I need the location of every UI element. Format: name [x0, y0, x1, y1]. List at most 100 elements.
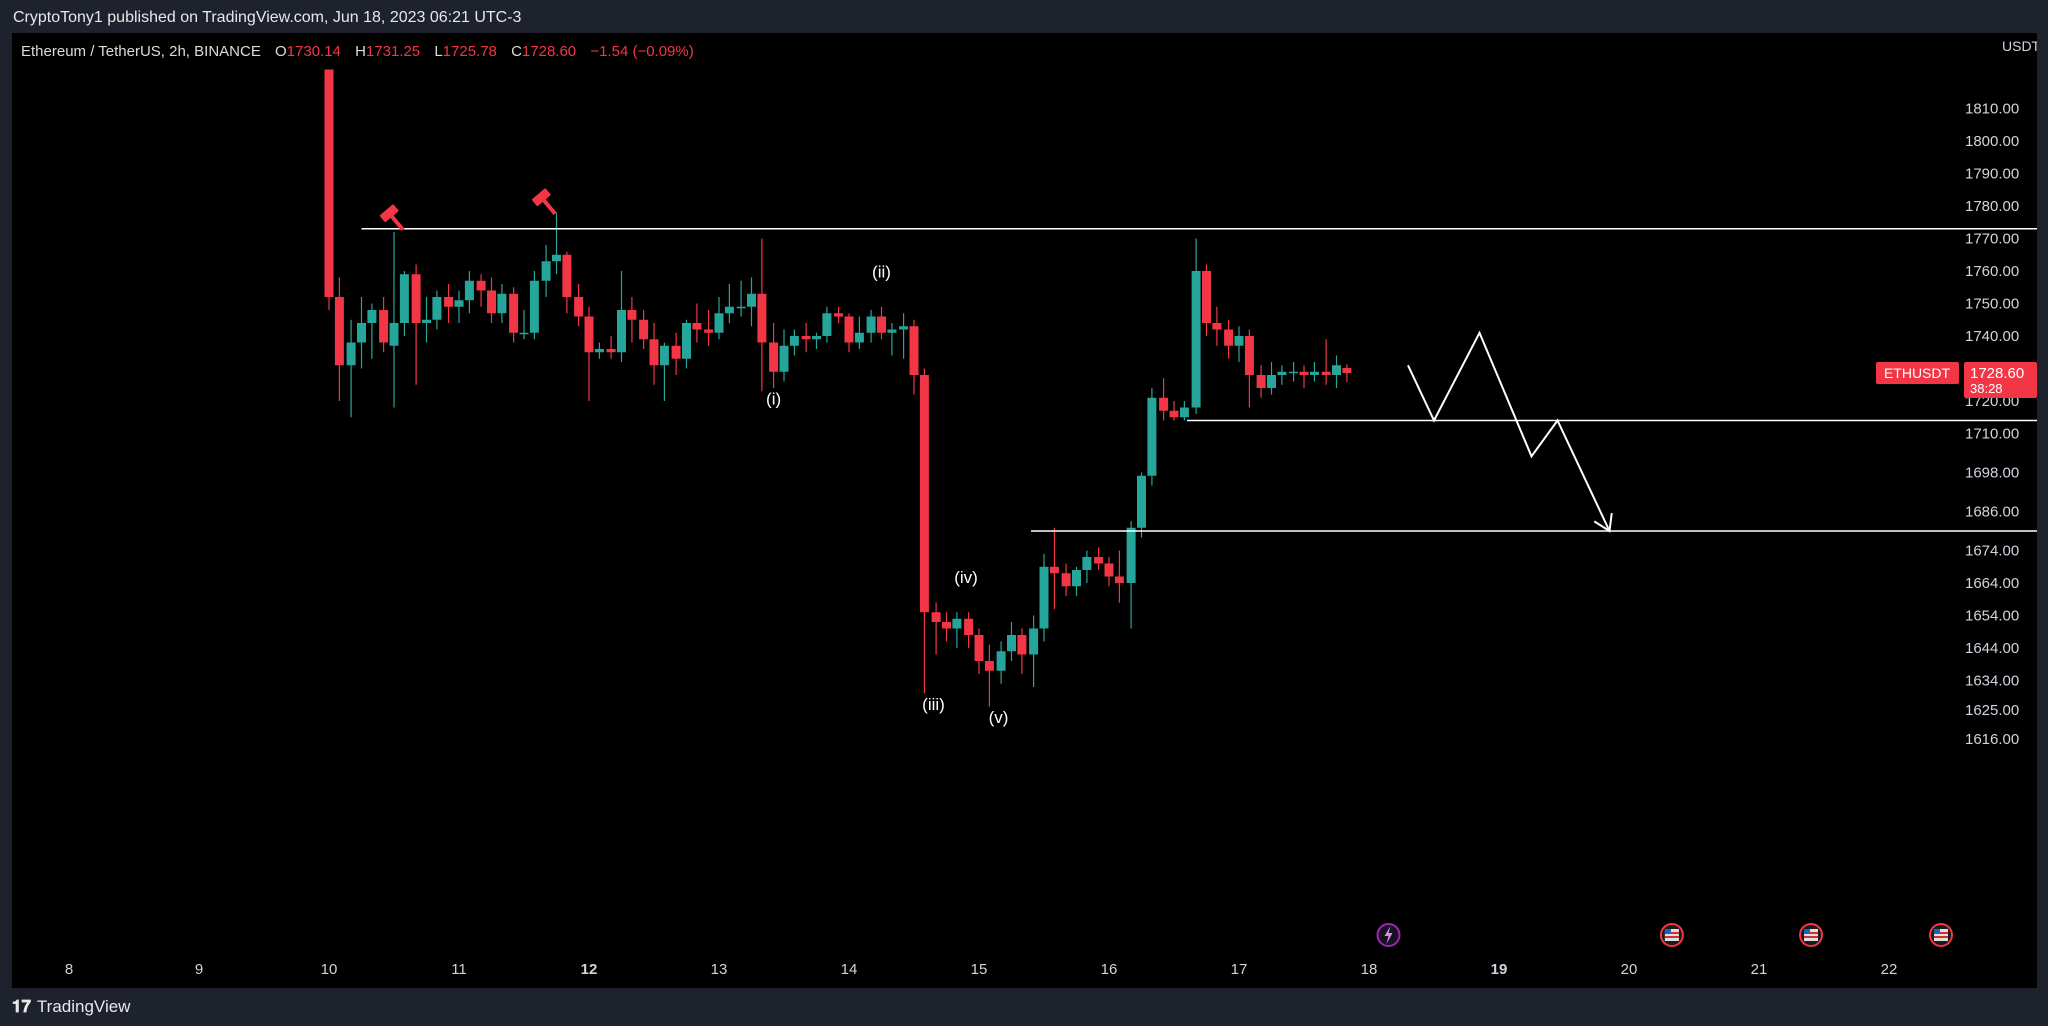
candle-body	[367, 310, 377, 323]
candle-body	[606, 349, 616, 353]
candle-body	[909, 326, 919, 375]
candle-body	[1234, 336, 1244, 346]
candle-body	[1104, 563, 1114, 577]
candle-body	[1049, 566, 1059, 574]
candle-body	[757, 293, 767, 343]
price-badge-countdown: 38:28	[1970, 381, 2003, 396]
candle-body	[899, 326, 909, 330]
tradingview-logo[interactable]: 𝟏𝟕 TradingView	[12, 997, 130, 1017]
x-tick-label: 17	[1231, 961, 1248, 978]
symbol-title: Ethereum / TetherUS, 2h, BINANCE	[21, 43, 261, 60]
candle-body	[789, 336, 799, 346]
candlestick-chart[interactable]: USDT 1810.00 1800.00 1790.00 1780.00 1770.00 1…	[12, 33, 2037, 988]
candle-body	[1017, 635, 1027, 655]
candle-body	[779, 345, 789, 372]
candle-body	[801, 336, 811, 340]
currency-label: USDT	[2002, 38, 2037, 54]
wave-label: (v)	[989, 708, 1009, 727]
candle-body	[931, 612, 941, 622]
x-tick-label: 22	[1881, 961, 1898, 978]
hammer-icon[interactable]	[379, 204, 410, 235]
candle-body	[1061, 573, 1071, 587]
candle-body	[1332, 365, 1341, 375]
candle-body	[736, 306, 746, 309]
close-value: 1728.60	[521, 43, 577, 60]
candle-body	[1267, 375, 1276, 388]
price-badge	[1964, 362, 2037, 399]
wave-label: (ii)	[872, 263, 891, 282]
candle-body	[1007, 635, 1016, 652]
y-tick-label: 1790.00	[1965, 166, 2019, 183]
candle-body	[627, 310, 637, 320]
us-flag-event-icon[interactable]	[1799, 923, 1823, 947]
y-tick-label: 1750.00	[1965, 296, 2019, 313]
candle-body	[714, 313, 724, 333]
candle-body	[519, 332, 529, 335]
candle-body	[877, 316, 886, 333]
y-tick-label: 1800.00	[1965, 133, 2019, 150]
x-tick-label: 15	[971, 961, 988, 978]
candle-body	[1309, 371, 1319, 375]
candle-body	[769, 342, 779, 372]
candle-body	[996, 651, 1006, 671]
candle-body	[1342, 368, 1352, 374]
candle-body	[541, 261, 551, 281]
candle-body	[509, 293, 519, 333]
publish-header: CryptoTony1 published on TradingView.com…	[0, 0, 2048, 33]
candle-body	[1224, 329, 1234, 346]
ticker-badge	[1876, 362, 1959, 385]
candle-body	[334, 297, 344, 366]
price-badge-value: 1728.60	[1970, 365, 2024, 382]
x-tick-label: 8	[65, 961, 73, 978]
candle-body	[454, 300, 464, 307]
ohlc-legend: Ethereum / TetherUS, 2h, BINANCE O1730.1…	[21, 43, 704, 60]
candle-body	[552, 254, 561, 262]
candle-body	[942, 622, 951, 629]
candle-body	[1029, 628, 1039, 655]
high-value: 1731.25	[365, 43, 421, 60]
x-tick-label: 14	[841, 961, 858, 978]
y-tick-label: 1634.00	[1965, 673, 2019, 690]
hammer-icon[interactable]	[531, 188, 562, 219]
projection-arrowhead	[1593, 513, 1613, 533]
candle-body	[617, 310, 626, 353]
chart-panel[interactable]: USDT 1810.00 1800.00 1790.00 1780.00 1770.00 1…	[12, 33, 2037, 988]
candle-body	[964, 618, 974, 635]
candle-body	[1094, 557, 1104, 564]
candle-body	[1299, 371, 1309, 375]
candle-body	[422, 319, 431, 323]
y-tick-label: 1644.00	[1965, 640, 2019, 657]
candle-body	[692, 323, 702, 330]
candle-body	[1082, 557, 1092, 570]
candle-body	[919, 375, 929, 613]
candle-body	[724, 306, 734, 314]
projection-path	[1407, 330, 1611, 532]
us-flag-event-icon[interactable]	[1659, 923, 1684, 947]
lightning-event-icon[interactable]	[1376, 923, 1401, 947]
candle-body	[487, 290, 496, 314]
wave-label: (iv)	[954, 568, 978, 587]
candle-body	[1289, 371, 1299, 374]
candle-body	[844, 316, 854, 343]
candle-body	[594, 349, 604, 353]
candle-body	[1072, 570, 1081, 587]
candle-body	[984, 661, 994, 671]
candle-body	[411, 274, 421, 323]
candle-body	[834, 313, 844, 317]
y-tick-label: 1616.00	[1965, 731, 2019, 748]
wave-label: (iii)	[922, 695, 945, 714]
x-tick-label: 10	[321, 961, 338, 978]
candle-body	[1137, 475, 1146, 528]
candle-body	[866, 316, 876, 333]
us-flag-event-icon[interactable]	[1929, 923, 1953, 947]
open-value: 1730.14	[286, 43, 341, 60]
x-tick-label: 11	[451, 961, 467, 978]
candle-body	[1179, 407, 1189, 418]
x-tick-label: 20	[1621, 961, 1638, 978]
y-tick-label: 1710.00	[1965, 426, 2019, 443]
low-value: 1725.78	[442, 43, 497, 60]
candle-body	[822, 313, 832, 336]
candle-body	[1114, 576, 1124, 583]
candle-body	[1039, 566, 1049, 629]
candle-body	[671, 345, 681, 359]
